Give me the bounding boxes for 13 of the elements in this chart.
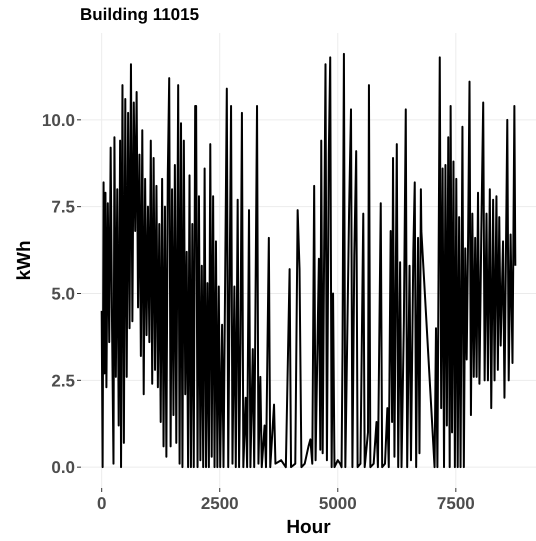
- x-tick-label: 0: [96, 494, 106, 513]
- x-axis-title: Hour: [286, 517, 332, 538]
- x-tick-label: 2500: [200, 494, 239, 513]
- y-tick-label: 10.0: [42, 110, 75, 130]
- y-tick-label: 0.0: [51, 458, 75, 478]
- y-tick-label: 7.5: [51, 198, 75, 217]
- x-tick-label: 5000: [318, 494, 357, 513]
- x-tick-label: 7500: [436, 494, 475, 513]
- y-tick-label: 5.0: [51, 284, 75, 304]
- line-series: [100, 52, 516, 468]
- chart-title: Building 11015: [80, 5, 200, 24]
- y-axis-title: kWh: [14, 240, 35, 281]
- y-tick-label: 2.5: [51, 371, 75, 390]
